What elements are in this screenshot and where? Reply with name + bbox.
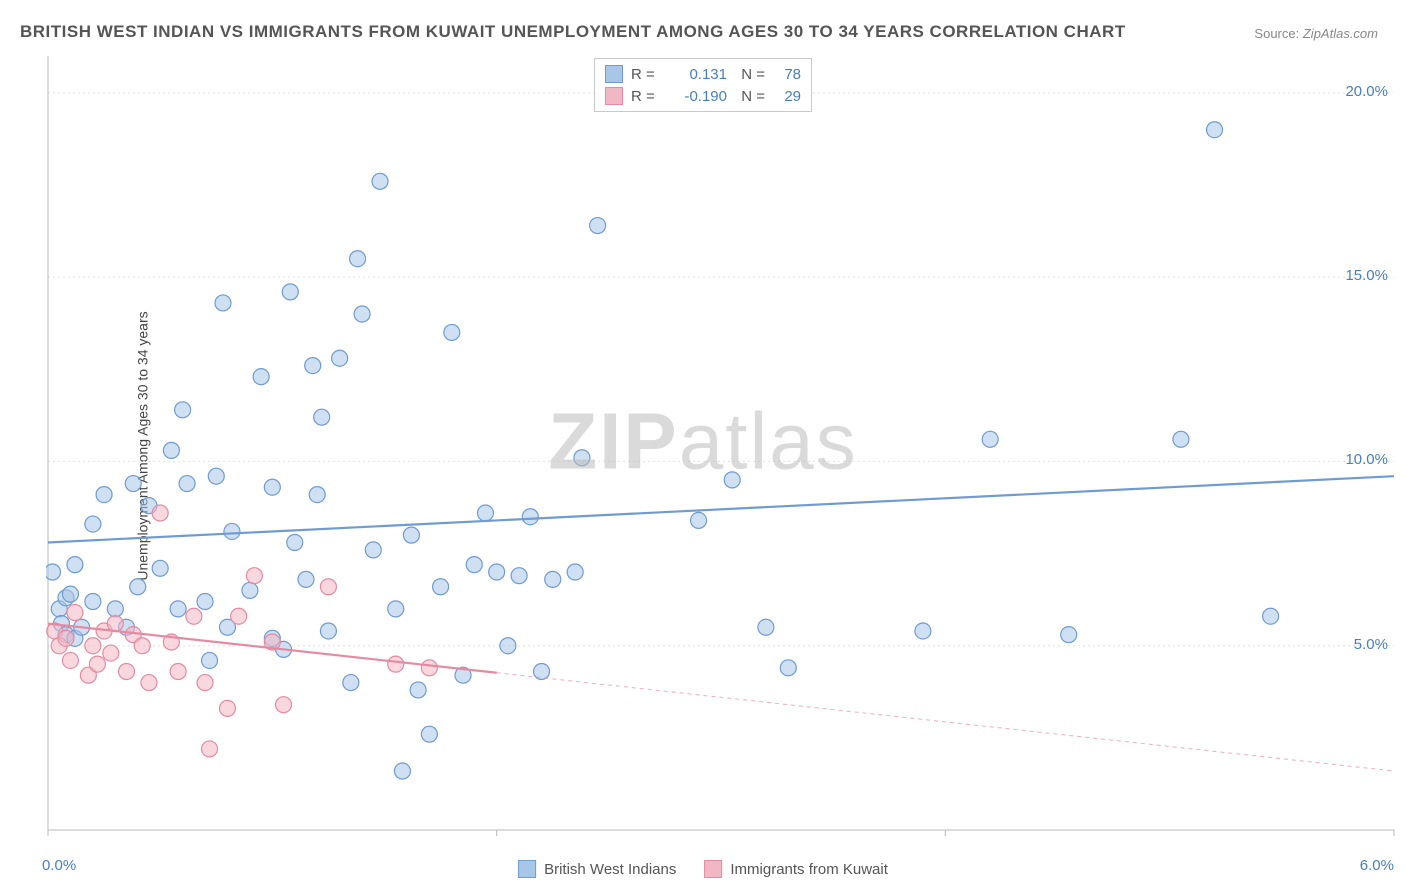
legend-item: British West Indians — [518, 860, 676, 878]
legend-swatch-blue — [518, 860, 536, 878]
x-tick-label-min: 0.0% — [42, 857, 76, 874]
chart-title: BRITISH WEST INDIAN VS IMMIGRANTS FROM K… — [20, 22, 1126, 42]
legend-item: Immigrants from Kuwait — [704, 860, 888, 878]
n-label: N = — [735, 88, 765, 105]
legend-label: Immigrants from Kuwait — [730, 861, 888, 878]
n-value-blue: 78 — [773, 66, 801, 83]
legend-stats-row: R = -0.190 N = 29 — [605, 85, 801, 107]
source-label: Source: — [1254, 26, 1299, 41]
y-tick-label: 10.0% — [1345, 451, 1388, 468]
source-value: ZipAtlas.com — [1303, 26, 1378, 41]
y-tick-label: 20.0% — [1345, 83, 1388, 100]
legend-swatch-blue — [605, 65, 623, 83]
r-value-blue: 0.131 — [669, 66, 727, 83]
n-label: N = — [735, 66, 765, 83]
legend-swatch-pink — [704, 860, 722, 878]
plot-area — [46, 54, 1396, 852]
legend-label: British West Indians — [544, 861, 676, 878]
n-value-pink: 29 — [773, 88, 801, 105]
r-label: R = — [631, 88, 661, 105]
legend-stats: R = 0.131 N = 78 R = -0.190 N = 29 — [594, 58, 812, 112]
r-label: R = — [631, 66, 661, 83]
x-tick-label-max: 6.0% — [1360, 857, 1394, 874]
source-credit: Source: ZipAtlas.com — [1254, 26, 1378, 41]
legend-stats-row: R = 0.131 N = 78 — [605, 63, 801, 85]
r-value-pink: -0.190 — [669, 88, 727, 105]
legend-series: British West Indians Immigrants from Kuw… — [518, 860, 888, 878]
scatter-chart — [46, 54, 1396, 852]
legend-swatch-pink — [605, 87, 623, 105]
y-tick-label: 5.0% — [1354, 636, 1388, 653]
y-tick-label: 15.0% — [1345, 267, 1388, 284]
